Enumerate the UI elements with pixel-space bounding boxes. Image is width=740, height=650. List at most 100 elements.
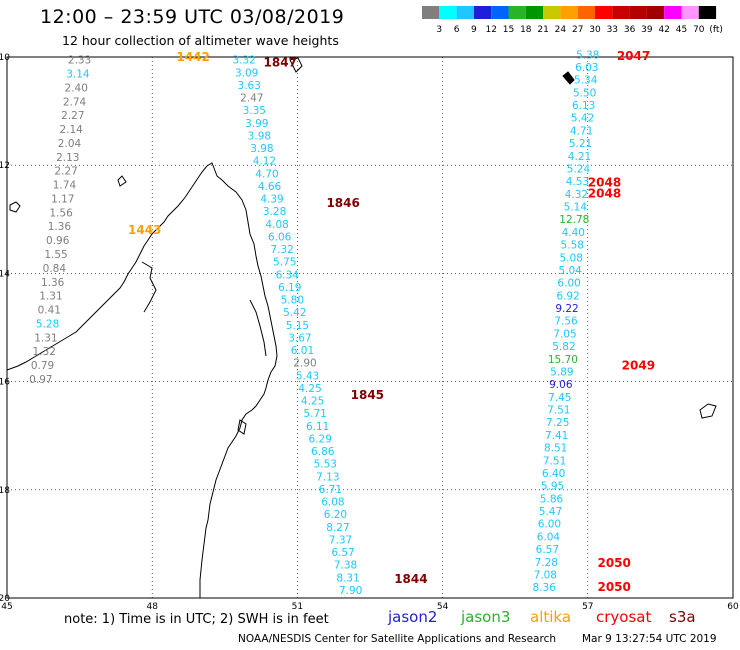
colorbar-tick-label: 24 xyxy=(555,25,567,35)
colorbar-swatch xyxy=(560,6,578,19)
wave-height-label: 7.28 xyxy=(535,557,558,569)
x-tick-label: 51 xyxy=(292,602,303,610)
pass-time-label: 1845 xyxy=(351,388,384,402)
colorbar-swatch xyxy=(698,6,717,19)
wave-height-label: 0.96 xyxy=(46,235,70,247)
wave-height-label: 6.00 xyxy=(557,278,580,290)
wave-height-label: 5.24 xyxy=(567,163,591,175)
wave-height-label: 5.58 xyxy=(561,240,584,252)
wave-height-label: 2.74 xyxy=(63,96,87,108)
colorbar-swatch xyxy=(577,6,595,19)
legend-item-altika: altika xyxy=(530,608,572,626)
madagascar-coastline xyxy=(199,162,278,598)
wave-height-label: 1.55 xyxy=(44,249,67,261)
wave-height-label: 1.74 xyxy=(53,180,77,192)
colorbar-tick-label: 18 xyxy=(520,25,532,35)
wave-height-label: 2.27 xyxy=(54,166,77,178)
colorbar-swatch xyxy=(543,6,561,19)
wave-height-label: 7.05 xyxy=(553,328,576,340)
wave-height-label: 3.63 xyxy=(238,80,261,92)
wave-height-label: 7.38 xyxy=(334,560,357,572)
wave-height-label: 3.35 xyxy=(243,105,266,117)
wave-height-label: 1.56 xyxy=(49,207,73,219)
wave-height-label: 5.95 xyxy=(541,481,564,493)
wave-height-label: 4.08 xyxy=(265,219,288,231)
wave-height-label: 5.80 xyxy=(281,295,304,307)
wave-height-label: 4.39 xyxy=(260,194,283,206)
pass-time-label: 2050 xyxy=(597,556,630,570)
madagascar-west-coastline xyxy=(6,165,208,371)
colorbar-swatch xyxy=(595,6,613,19)
wave-height-label: 3.98 xyxy=(250,143,273,155)
wave-height-label: 9.06 xyxy=(549,379,573,391)
x-tick-label: 48 xyxy=(146,602,158,610)
wave-height-label: 2.27 xyxy=(61,110,84,122)
colorbar-swatch xyxy=(525,6,544,19)
colorbar-swatch xyxy=(456,6,474,19)
island-agalega xyxy=(562,71,575,85)
colorbar-swatch xyxy=(646,6,665,19)
wave-height-label: 2.04 xyxy=(58,138,82,150)
wave-height-label: 4.71 xyxy=(570,125,593,137)
wave-height-label: 6.08 xyxy=(321,497,344,509)
wave-height-label: 1.17 xyxy=(51,193,74,205)
colorbar-tick-label: 21 xyxy=(537,25,548,35)
wave-height-label: 3.32 xyxy=(232,55,255,67)
y-tick-label: -14 xyxy=(0,269,10,279)
y-tick-label: -18 xyxy=(0,486,10,496)
wave-height-label: 4.21 xyxy=(568,151,591,163)
wave-height-label: 7.51 xyxy=(543,455,566,467)
wave-height-label: 2.90 xyxy=(293,358,316,370)
wave-height-label: 3.09 xyxy=(235,67,258,79)
wave-height-label: 0.84 xyxy=(43,263,67,275)
wave-height-label: 7.13 xyxy=(316,471,339,483)
wave-height-label: 6.06 xyxy=(268,231,292,243)
legend-item-jason2: jason2 xyxy=(388,608,438,626)
wave-height-label: 6.11 xyxy=(306,421,329,433)
wave-height-label: 5.89 xyxy=(550,366,573,378)
pass-time-label: 1847 xyxy=(264,55,297,69)
wave-height-label: 5.38 xyxy=(576,49,599,61)
wave-height-label: 6.03 xyxy=(575,62,598,74)
wave-height-label: 1.36 xyxy=(48,221,72,233)
pass-time-label: 1844 xyxy=(394,572,427,586)
wave-height-label: 3.28 xyxy=(263,206,286,218)
pass-time-label: 1442 xyxy=(176,50,209,64)
island-small-east xyxy=(237,419,247,435)
wave-height-label: 6.29 xyxy=(309,433,332,445)
wave-height-label: 5.53 xyxy=(314,459,337,471)
wave-height-label: 0.41 xyxy=(38,305,61,317)
wave-height-label: 8.51 xyxy=(544,443,567,455)
colorbar-swatch xyxy=(491,6,509,19)
pass-time-label: 2048 xyxy=(588,186,621,200)
wave-height-label: 2.33 xyxy=(68,55,91,67)
colorbar-tick-label: 9 xyxy=(471,25,477,35)
wave-height-label: 2.13 xyxy=(56,152,79,164)
generation-timestamp: Mar 9 13:27:54 UTC 2019 xyxy=(582,633,717,645)
colorbar-tick-label: 70 xyxy=(693,25,705,35)
y-tick-label: -20 xyxy=(0,594,10,604)
wave-height-label: 6.57 xyxy=(536,544,559,556)
wave-height-label: 5.71 xyxy=(303,408,326,420)
wave-height-label: 5.75 xyxy=(273,257,296,269)
wave-height-label: 3.67 xyxy=(288,332,311,344)
pass-time-label: 2047 xyxy=(617,49,650,63)
colorbar-tick-label: 15 xyxy=(503,25,514,35)
wave-height-label: 7.45 xyxy=(548,392,571,404)
wave-height-label: 8.27 xyxy=(326,522,349,534)
wave-height-label: 4.40 xyxy=(562,227,585,239)
map-frame xyxy=(6,56,734,599)
y-tick-label: -10 xyxy=(0,53,10,63)
colorbar-tick-label: 45 xyxy=(676,25,687,35)
y-tick-label: -16 xyxy=(0,378,10,388)
wave-height-label: 6.19 xyxy=(278,282,301,294)
wave-height-label: 2.47 xyxy=(240,93,263,105)
wave-height-label: 7.32 xyxy=(270,244,293,256)
wave-height-label: 4.12 xyxy=(253,156,276,168)
island-rodrigues xyxy=(289,57,303,73)
wave-height-label: 15.70 xyxy=(548,354,578,366)
wave-height-label: 4.53 xyxy=(566,176,589,188)
wave-height-label: 7.41 xyxy=(545,430,568,442)
wave-height-label: 6.20 xyxy=(324,509,347,521)
